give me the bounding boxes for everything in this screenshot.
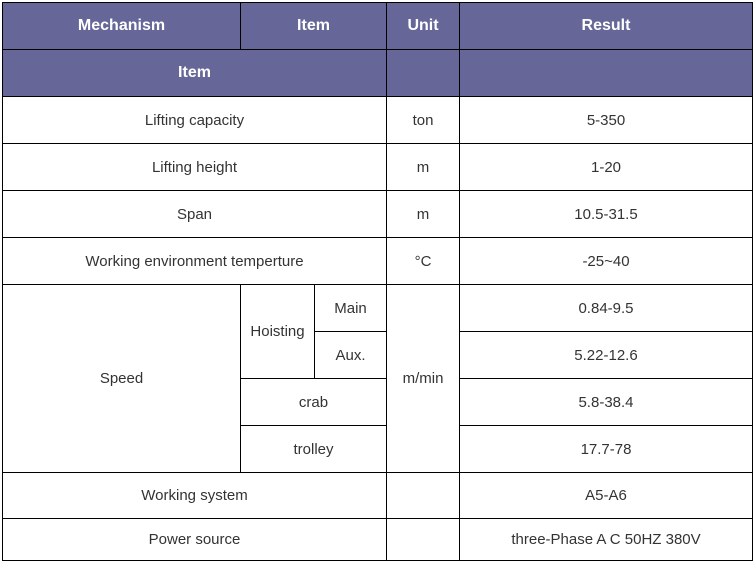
table-row: Lifting height m 1-20 — [2, 143, 753, 191]
cell-result: three-Phase A C 50HZ 380V — [459, 518, 753, 561]
cell-item: Working environment temperture — [2, 237, 387, 285]
header-item-2: Item — [2, 49, 387, 97]
cell-unit: m — [386, 143, 460, 191]
hoisting-label: Hoisting — [240, 284, 315, 379]
cell-unit — [386, 472, 460, 519]
trolley-result: 17.7-78 — [459, 425, 753, 473]
header-empty — [386, 49, 460, 97]
table-row: crab 5.8-38.4 — [3, 378, 753, 426]
main-result: 0.84-9.5 — [459, 284, 753, 332]
cell-unit: m — [386, 190, 460, 238]
cell-unit: ton — [386, 96, 460, 144]
header-mechanism: Mechanism — [2, 2, 241, 50]
cell-result: 10.5-31.5 — [459, 190, 753, 238]
trolley-label: trolley — [240, 425, 387, 473]
header-empty — [459, 49, 753, 97]
table-row: Span m 10.5-31.5 — [2, 190, 753, 238]
table-row: Speed Hoisting Main m/min 0.84-9.5 — [2, 284, 753, 473]
cell-result: 5-350 — [459, 96, 753, 144]
crab-label: crab — [240, 378, 387, 426]
speed-unit: m/min — [386, 284, 460, 473]
table-row: Working environment temperture °C -25~40 — [2, 237, 753, 285]
cell-item: Lifting capacity — [2, 96, 387, 144]
main-label: Main — [314, 284, 387, 332]
cell-item: Span — [2, 190, 387, 238]
aux-result: 5.22-12.6 — [459, 331, 753, 379]
cell-item: Working system — [2, 472, 387, 519]
header-row: Mechanism Item Unit Result — [2, 2, 753, 50]
header-unit: Unit — [386, 2, 460, 50]
cell-result: 1-20 — [459, 143, 753, 191]
cell-result: -25~40 — [459, 237, 753, 285]
header-result: Result — [459, 2, 753, 50]
table-row: Working system A5-A6 — [2, 472, 753, 519]
table-row: trolley 17.7-78 — [3, 425, 753, 473]
header-row-2: Item — [2, 49, 753, 97]
cell-unit: °C — [386, 237, 460, 285]
cell-result: A5-A6 — [459, 472, 753, 519]
cell-unit — [386, 518, 460, 561]
table-row: Aux. 5.22-12.6 — [3, 331, 753, 379]
speed-label: Speed — [2, 284, 241, 473]
cell-item: Power source — [2, 518, 387, 561]
table-row: Lifting capacity ton 5-350 — [2, 96, 753, 144]
cell-item: Lifting height — [2, 143, 387, 191]
table-row: Power source three-Phase A C 50HZ 380V — [2, 518, 753, 561]
crab-result: 5.8-38.4 — [459, 378, 753, 426]
aux-label: Aux. — [314, 331, 387, 379]
header-item: Item — [240, 2, 387, 50]
